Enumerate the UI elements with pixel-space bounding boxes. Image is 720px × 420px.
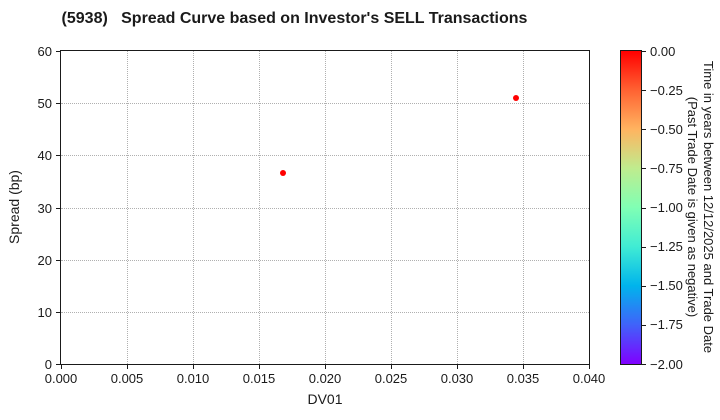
y-axis-tick <box>56 207 60 209</box>
gridline-horizontal <box>61 103 589 105</box>
y-axis-tick <box>56 103 60 105</box>
colorbar-tick-label: −1.25 <box>650 239 683 255</box>
y-tick-label: 0 <box>44 357 52 372</box>
x-tick-label: 0.030 <box>440 371 474 386</box>
colorbar-tick <box>642 168 646 170</box>
colorbar-tick-label: 0.00 <box>650 43 676 59</box>
y-axis-tick <box>56 311 60 313</box>
plot-area <box>60 50 590 365</box>
colorbar-tick <box>642 364 646 365</box>
x-tick-label: 0.025 <box>374 371 408 386</box>
x-tick-label: 0.005 <box>110 371 144 386</box>
x-axis-tick <box>589 365 590 369</box>
gridline-horizontal <box>61 207 589 209</box>
gridline-horizontal <box>61 311 589 313</box>
colorbar-label-line1: Time in years between 12/12/2025 and Tra… <box>701 60 716 354</box>
colorbar-tick <box>642 129 646 131</box>
colorbar-tick <box>642 51 646 52</box>
x-axis-tick <box>457 365 458 369</box>
gridline-horizontal <box>61 259 589 261</box>
x-tick-label: 0.040 <box>572 371 606 386</box>
x-axis-tick <box>193 365 194 369</box>
y-tick-label: 30 <box>37 200 52 216</box>
colorbar-tick-label: −0.25 <box>650 82 683 98</box>
colorbar-tick-label: −1.75 <box>650 317 683 333</box>
x-axis-tick <box>127 365 128 369</box>
colorbar-gradient <box>620 50 642 365</box>
x-axis-tick <box>61 365 62 369</box>
y-tick-label: 60 <box>37 44 52 59</box>
colorbar-label-line2: (Past Trade Date is given as negative) <box>685 96 700 318</box>
colorbar-tick-label: −1.00 <box>650 200 683 215</box>
y-axis-tick <box>56 51 60 52</box>
colorbar-tick <box>642 246 646 248</box>
y-axis-tick <box>56 259 60 261</box>
x-tick-label: 0.035 <box>506 371 540 386</box>
colorbar-tick <box>642 207 646 209</box>
colorbar-tick <box>642 90 646 92</box>
x-tick-label: 0.015 <box>242 371 276 386</box>
colorbar-tick <box>642 324 646 326</box>
colorbar-tick-label: −0.75 <box>650 160 683 176</box>
chart-title: (5938) Spread Curve based on Investor's … <box>61 10 528 27</box>
x-axis-label: DV01 <box>307 391 343 407</box>
x-tick-label: 0.020 <box>308 371 342 386</box>
colorbar-tick-label: −2.00 <box>650 356 683 372</box>
y-axis-tick <box>56 364 60 365</box>
scatter-point <box>513 94 520 101</box>
x-axis-tick <box>259 365 260 369</box>
x-tick-label: 0.010 <box>176 371 210 386</box>
y-axis-tick <box>56 155 60 157</box>
x-axis-tick <box>325 365 326 369</box>
colorbar-tick <box>642 285 646 287</box>
colorbar-tick-label: −1.50 <box>650 278 683 294</box>
x-axis-tick <box>391 365 392 369</box>
colorbar-tick-label: −0.50 <box>650 121 683 137</box>
y-tick-label: 20 <box>37 252 52 268</box>
colorbar-label: Time in years between 12/12/2025 and Tra… <box>684 61 716 353</box>
y-tick-label: 40 <box>37 148 52 164</box>
y-tick-label: 50 <box>37 96 52 112</box>
scatter-point <box>279 170 286 177</box>
x-tick-label: 0.000 <box>44 371 78 386</box>
x-axis-tick <box>523 365 524 369</box>
gridline-horizontal <box>61 155 589 157</box>
y-tick-label: 10 <box>37 304 52 320</box>
